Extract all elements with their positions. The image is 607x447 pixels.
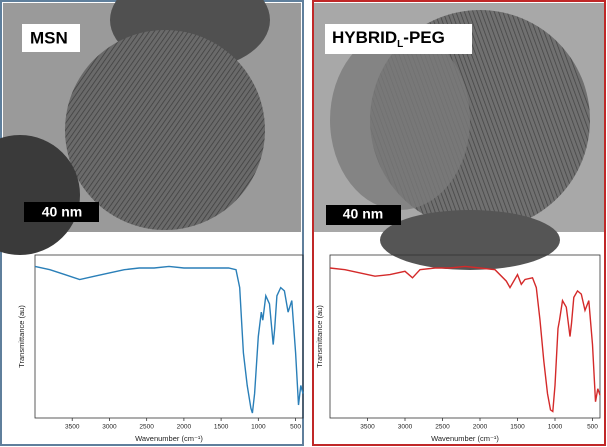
plot-frame xyxy=(330,255,600,418)
spectrum-line xyxy=(35,266,303,413)
x-tick-label: 2500 xyxy=(435,424,450,431)
x-tick-label: 500 xyxy=(587,424,598,431)
x-axis-label: Wavenumber (cm⁻¹) xyxy=(431,434,499,443)
image-label: HYBRIDL-PEG xyxy=(332,28,445,49)
x-tick-label: 1000 xyxy=(251,424,266,431)
x-tick-label: 3500 xyxy=(65,424,80,431)
x-tick-label: 500 xyxy=(290,424,301,431)
x-axis-label: Wavenumber (cm⁻¹) xyxy=(135,434,203,443)
y-axis-label: Transmittance (au) xyxy=(17,305,26,368)
scale-label: 40 nm xyxy=(42,204,82,220)
label-suffix: -PEG xyxy=(403,28,445,47)
x-tick-label: 1000 xyxy=(548,424,563,431)
x-tick-label: 1500 xyxy=(510,424,525,431)
y-axis-label: Transmittance (au) xyxy=(315,305,324,368)
label-main: HYBRID xyxy=(332,28,397,47)
x-tick-label: 1500 xyxy=(214,424,229,431)
x-tick-label: 2000 xyxy=(177,424,192,431)
x-tick-label: 3000 xyxy=(102,424,117,431)
x-tick-label: 3500 xyxy=(360,424,375,431)
spectrum-line xyxy=(330,266,600,411)
figure: MSN HYBRIDL-PEG 40 nm 40 nm 3500 3000 2500… xyxy=(0,0,607,447)
charts: 3500 3000 2500 2000 1500 1000 500 Wavenumber (c… xyxy=(17,255,600,443)
plot-frame xyxy=(35,255,303,418)
x-tick-label: 2000 xyxy=(473,424,488,431)
x-tick-label: 3000 xyxy=(398,424,413,431)
scale-label: 40 nm xyxy=(343,206,383,222)
x-tick-label: 2500 xyxy=(139,424,154,431)
image-label: MSN xyxy=(30,28,68,47)
